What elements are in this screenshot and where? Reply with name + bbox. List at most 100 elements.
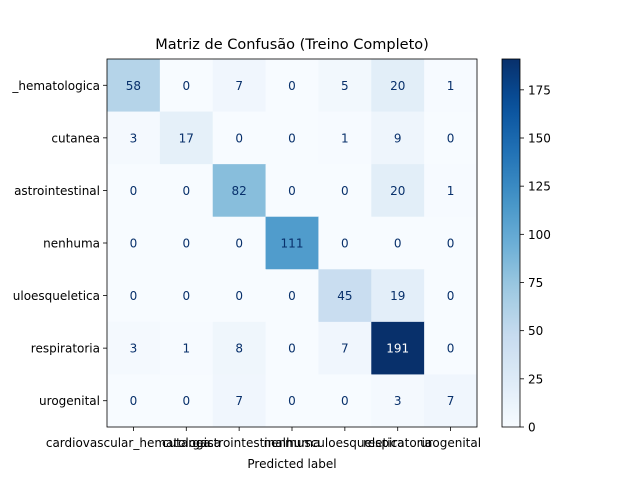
colorbar-tick-label: 25 [528, 372, 543, 386]
cell-value-label: 0 [288, 131, 296, 145]
colorbar-tick-label: 0 [528, 421, 536, 435]
cell-value-label: 7 [447, 394, 455, 408]
heatmap-cell [159, 321, 214, 375]
heatmap-cell [159, 111, 214, 165]
heatmap-cell [107, 269, 161, 323]
cell-value-label: 0 [130, 289, 138, 303]
cell-value-label: 0 [341, 394, 349, 408]
cell-value-label: 0 [235, 289, 243, 303]
heatmap-cell [371, 374, 425, 428]
cell-value-label: 7 [235, 79, 243, 93]
heatmap-cell [212, 59, 267, 113]
y-tick-label: cutanea [51, 131, 100, 145]
cell-value-label: 0 [288, 289, 296, 303]
heatmap-cell [107, 164, 161, 218]
heatmap-cell [371, 216, 425, 270]
heatmap-cell [212, 269, 267, 323]
heatmap-cell [318, 374, 372, 428]
heatmap-cell-labels: 58 0 7 0 5 20 13 17 0 0 1 9 00 0 82 0 0 20 10 0 0 111 0 0 00 0 0 0 4… [126, 79, 455, 408]
heatmap-cell [212, 164, 267, 218]
heatmap-cell [212, 216, 267, 270]
colorbar-tick-label: 175 [528, 83, 551, 97]
x-tick-label: gastrointestinal [192, 436, 286, 450]
heatmap-cell [107, 321, 161, 375]
heatmap-cell [318, 59, 372, 113]
cell-value-label: 0 [288, 79, 296, 93]
heatmap-cell [265, 164, 319, 218]
cell-value-label: 3 [130, 131, 138, 145]
cell-value-label: 0 [394, 237, 402, 251]
cell-value-label: 191 [386, 342, 409, 356]
cell-value-label: 82 [232, 184, 247, 198]
cell-value-label: 0 [447, 237, 455, 251]
cell-value-label: 7 [341, 342, 349, 356]
y-tick-label: nenhuma [43, 237, 100, 251]
heatmap-cell [371, 111, 425, 165]
heatmap-cell [107, 216, 161, 270]
heatmap-cell [318, 321, 372, 375]
cell-value-label: 1 [447, 79, 455, 93]
heatmap-cell [159, 374, 214, 428]
heatmap-cell [318, 269, 372, 323]
x-tick-label: musculoesqueletica [285, 436, 404, 450]
cell-value-label: 0 [182, 394, 190, 408]
cell-value-label: 20 [390, 184, 405, 198]
cell-value-label: 0 [182, 184, 190, 198]
y-tick-label: _hematologica [11, 79, 100, 93]
cell-value-label: 19 [390, 289, 405, 303]
heatmap-cell [371, 269, 425, 323]
cell-value-label: 0 [447, 131, 455, 145]
cell-value-label: 0 [235, 131, 243, 145]
cell-value-label: 0 [182, 237, 190, 251]
cell-value-label: 0 [288, 184, 296, 198]
colorbar-tick-label: 100 [528, 228, 551, 242]
heatmap-cell [107, 374, 161, 428]
cell-value-label: 5 [341, 79, 349, 93]
cell-value-label: 1 [341, 131, 349, 145]
heatmap-cell [159, 59, 214, 113]
heatmap-cell [318, 216, 372, 270]
cell-value-label: 17 [179, 131, 194, 145]
y-tick-label: uloesqueletica [13, 289, 100, 303]
colorbar [501, 58, 521, 428]
heatmap-cell [424, 111, 478, 165]
x-axis-label: Predicted label [247, 457, 336, 471]
heatmap-cell [212, 374, 267, 428]
heatmap-cell [212, 111, 267, 165]
heatmap-cells [107, 59, 478, 428]
heatmap-cell [371, 59, 425, 113]
heatmap-cell [318, 111, 372, 165]
colorbar-tick-label: 125 [528, 180, 551, 194]
cell-value-label: 0 [447, 289, 455, 303]
colorbar-tick-label: 150 [528, 131, 551, 145]
x-tick-label: cardiovascular_hematologica [46, 436, 221, 450]
heatmap-cell [424, 374, 478, 428]
x-tick-label: cutanea [162, 436, 211, 450]
heatmap-cell [371, 321, 425, 375]
heatmap-cell [424, 321, 478, 375]
y-tick-label: respiratoria [31, 342, 100, 356]
cell-value-label: 58 [126, 79, 141, 93]
heatmap-cell [159, 269, 214, 323]
chart-title: Matriz de Confusão (Treino Completo) [155, 37, 429, 53]
cell-value-label: 3 [394, 394, 402, 408]
heatmap-cell [265, 216, 319, 270]
y-tick-label: urogenital [39, 394, 100, 408]
heatmap-cell [265, 111, 319, 165]
heatmap-cell [265, 374, 319, 428]
x-axis-ticks: cardiovascular_hematologicacutaneagastro… [46, 427, 481, 450]
cell-value-label: 45 [337, 289, 352, 303]
heatmap-cell [424, 164, 478, 218]
cell-value-label: 9 [394, 131, 402, 145]
cell-value-label: 8 [235, 342, 243, 356]
cell-value-label: 7 [235, 394, 243, 408]
heatmap-cell [318, 164, 372, 218]
heatmap-cell [265, 59, 319, 113]
cell-value-label: 0 [341, 184, 349, 198]
heatmap-cell [107, 59, 161, 113]
cell-value-label: 0 [182, 79, 190, 93]
colorbar-tick-label: 50 [528, 324, 543, 338]
heatmap-cell [212, 321, 267, 375]
heatmap-cell [424, 269, 478, 323]
cell-value-label: 0 [288, 394, 296, 408]
